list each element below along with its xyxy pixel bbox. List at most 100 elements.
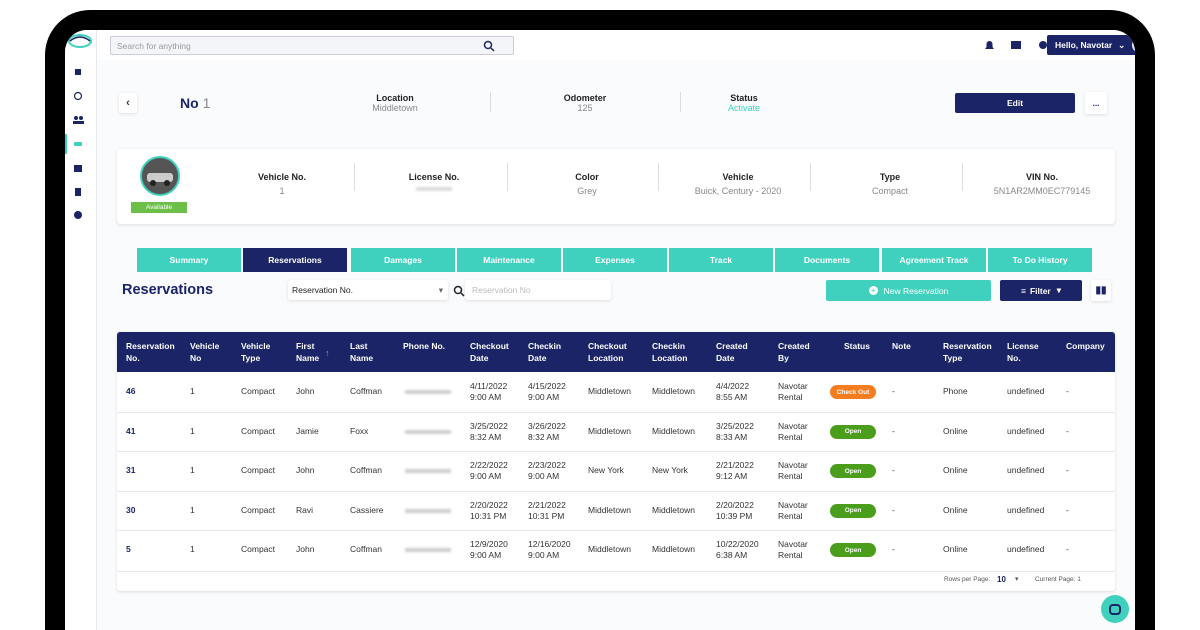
cell: Compact	[241, 386, 276, 396]
cell: Middletown	[588, 544, 631, 554]
vehicle-card: Available Vehicle No. 1 License No. Color Gr…	[117, 149, 1115, 224]
cell: Phone	[943, 386, 968, 396]
table-search-box[interactable]: Reservation No	[465, 280, 611, 300]
table-search-placeholder: Reservation No	[472, 285, 531, 295]
filter-button[interactable]: ≡ Filter ▾	[1000, 280, 1082, 301]
filter-label: Filter	[1029, 285, 1051, 296]
tab[interactable]: Documents	[775, 248, 879, 272]
field-value: 1	[279, 186, 285, 196]
cell: -	[1066, 504, 1069, 515]
cell: 2/20/2022 10:31 PM	[470, 499, 508, 521]
user-menu[interactable]: Hello, Navotar⌄ NR	[1047, 35, 1135, 55]
cell: 3/26/2022 8:32 AM	[528, 420, 566, 442]
cell: Online	[943, 425, 968, 436]
columns-button[interactable]: ▮▮	[1091, 280, 1111, 301]
cell: -	[1066, 465, 1069, 475]
new-reservation-button[interactable]: + New Reservation	[826, 280, 991, 301]
top-icons[interactable]	[982, 38, 1062, 52]
status-badge: Open	[830, 424, 876, 439]
column-header: Note	[892, 341, 911, 351]
blurred-phone	[405, 429, 451, 434]
cell: Navotar Rental	[778, 381, 808, 402]
cell: Coffman	[350, 386, 382, 396]
status-badge: Open	[830, 543, 876, 557]
search-icon	[483, 40, 495, 52]
cell: John	[296, 465, 315, 475]
field-label: VIN No.	[1025, 172, 1058, 182]
edit-button[interactable]: Edit	[955, 93, 1075, 113]
column-header: Checkout Location	[588, 341, 627, 363]
column-header: First Name	[296, 341, 320, 363]
row-divider	[117, 451, 1115, 452]
table-card	[117, 332, 1115, 591]
tab[interactable]: To Do History	[988, 248, 1092, 272]
cell: 46	[126, 386, 136, 396]
field-value: Compact	[871, 186, 908, 196]
column-header: License No.	[1007, 341, 1039, 363]
cell: 31	[126, 465, 136, 475]
odometer-value: 125	[577, 103, 593, 113]
cell: Navotar Rental	[778, 420, 808, 442]
search-box[interactable]: Search for anything	[110, 36, 514, 55]
table-header	[117, 332, 1115, 372]
field-label: License No.	[408, 172, 460, 182]
cell: 12/9/2020 9:00 AM	[470, 539, 508, 560]
status-badge: Open	[830, 503, 876, 518]
chat-button[interactable]	[1101, 595, 1129, 623]
blurred-phone	[405, 469, 451, 473]
field-label: Vehicle	[722, 172, 754, 182]
sort-icon: ↑	[325, 348, 330, 358]
cell: 41	[126, 425, 136, 436]
column-header: Reservation No.	[126, 341, 175, 363]
tab[interactable]: Summary	[137, 248, 241, 272]
cell: Foxx	[350, 425, 369, 436]
location-value: Middletown	[372, 103, 418, 113]
more-button[interactable]: ...	[1085, 92, 1107, 114]
tab[interactable]: Damages	[351, 248, 455, 272]
cell: Compact	[241, 544, 276, 554]
cell: -	[1066, 544, 1069, 554]
back-button[interactable]: ‹	[119, 93, 137, 113]
cell: New York	[652, 465, 688, 475]
tab[interactable]: Maintenance	[457, 248, 561, 272]
row-divider	[117, 411, 1115, 413]
cell: Navotar Rental	[778, 539, 808, 560]
column-header: Company	[1066, 341, 1105, 351]
cell: 2/23/2022 9:00 AM	[528, 460, 566, 481]
cell: -	[1066, 425, 1069, 436]
divider	[810, 163, 811, 191]
column-header: Created By	[778, 341, 810, 363]
cell: 4/15/2022 9:00 AM	[528, 381, 566, 402]
rows-per-page[interactable]: 10	[997, 575, 1006, 584]
column-header: Reservation Type	[943, 341, 992, 363]
column-header: Vehicle Type	[241, 341, 271, 363]
vehicle-avatar	[140, 156, 180, 196]
column-header: Phone No.	[403, 341, 446, 351]
field-value: Buick, Century - 2020	[694, 186, 782, 196]
cell: Online	[943, 465, 968, 475]
tab[interactable]: Reservations	[243, 248, 347, 272]
cell: Middletown	[652, 544, 695, 554]
tab[interactable]: Agreement Track	[882, 248, 986, 272]
odometer-label: Odometer	[563, 93, 607, 103]
cell: 30	[126, 504, 136, 515]
blurred-phone	[405, 508, 451, 513]
cell: Middletown	[588, 425, 631, 436]
cell: Compact	[241, 504, 276, 515]
column-header: Checkin Date	[528, 341, 562, 363]
search-field-select[interactable]: Reservation No. ▾	[288, 280, 448, 300]
column-header: Status	[844, 341, 870, 351]
vehicle-title: No 1	[180, 95, 210, 111]
blurred-phone	[405, 390, 451, 394]
column-header: Last Name	[350, 341, 374, 363]
column-header: Vehicle No	[190, 341, 220, 363]
cell: John	[296, 386, 315, 396]
cell: Middletown	[652, 425, 695, 436]
cell: 3/25/2022 8:33 AM	[716, 420, 754, 442]
tab[interactable]: Track	[669, 248, 773, 272]
cell: Middletown	[588, 504, 631, 515]
cell: undefined	[1007, 386, 1045, 396]
cell: 2/22/2022 9:00 AM	[470, 460, 508, 481]
tab[interactable]: Expenses	[563, 248, 667, 272]
cell: 10/22/2020 6:38 AM	[716, 539, 759, 560]
